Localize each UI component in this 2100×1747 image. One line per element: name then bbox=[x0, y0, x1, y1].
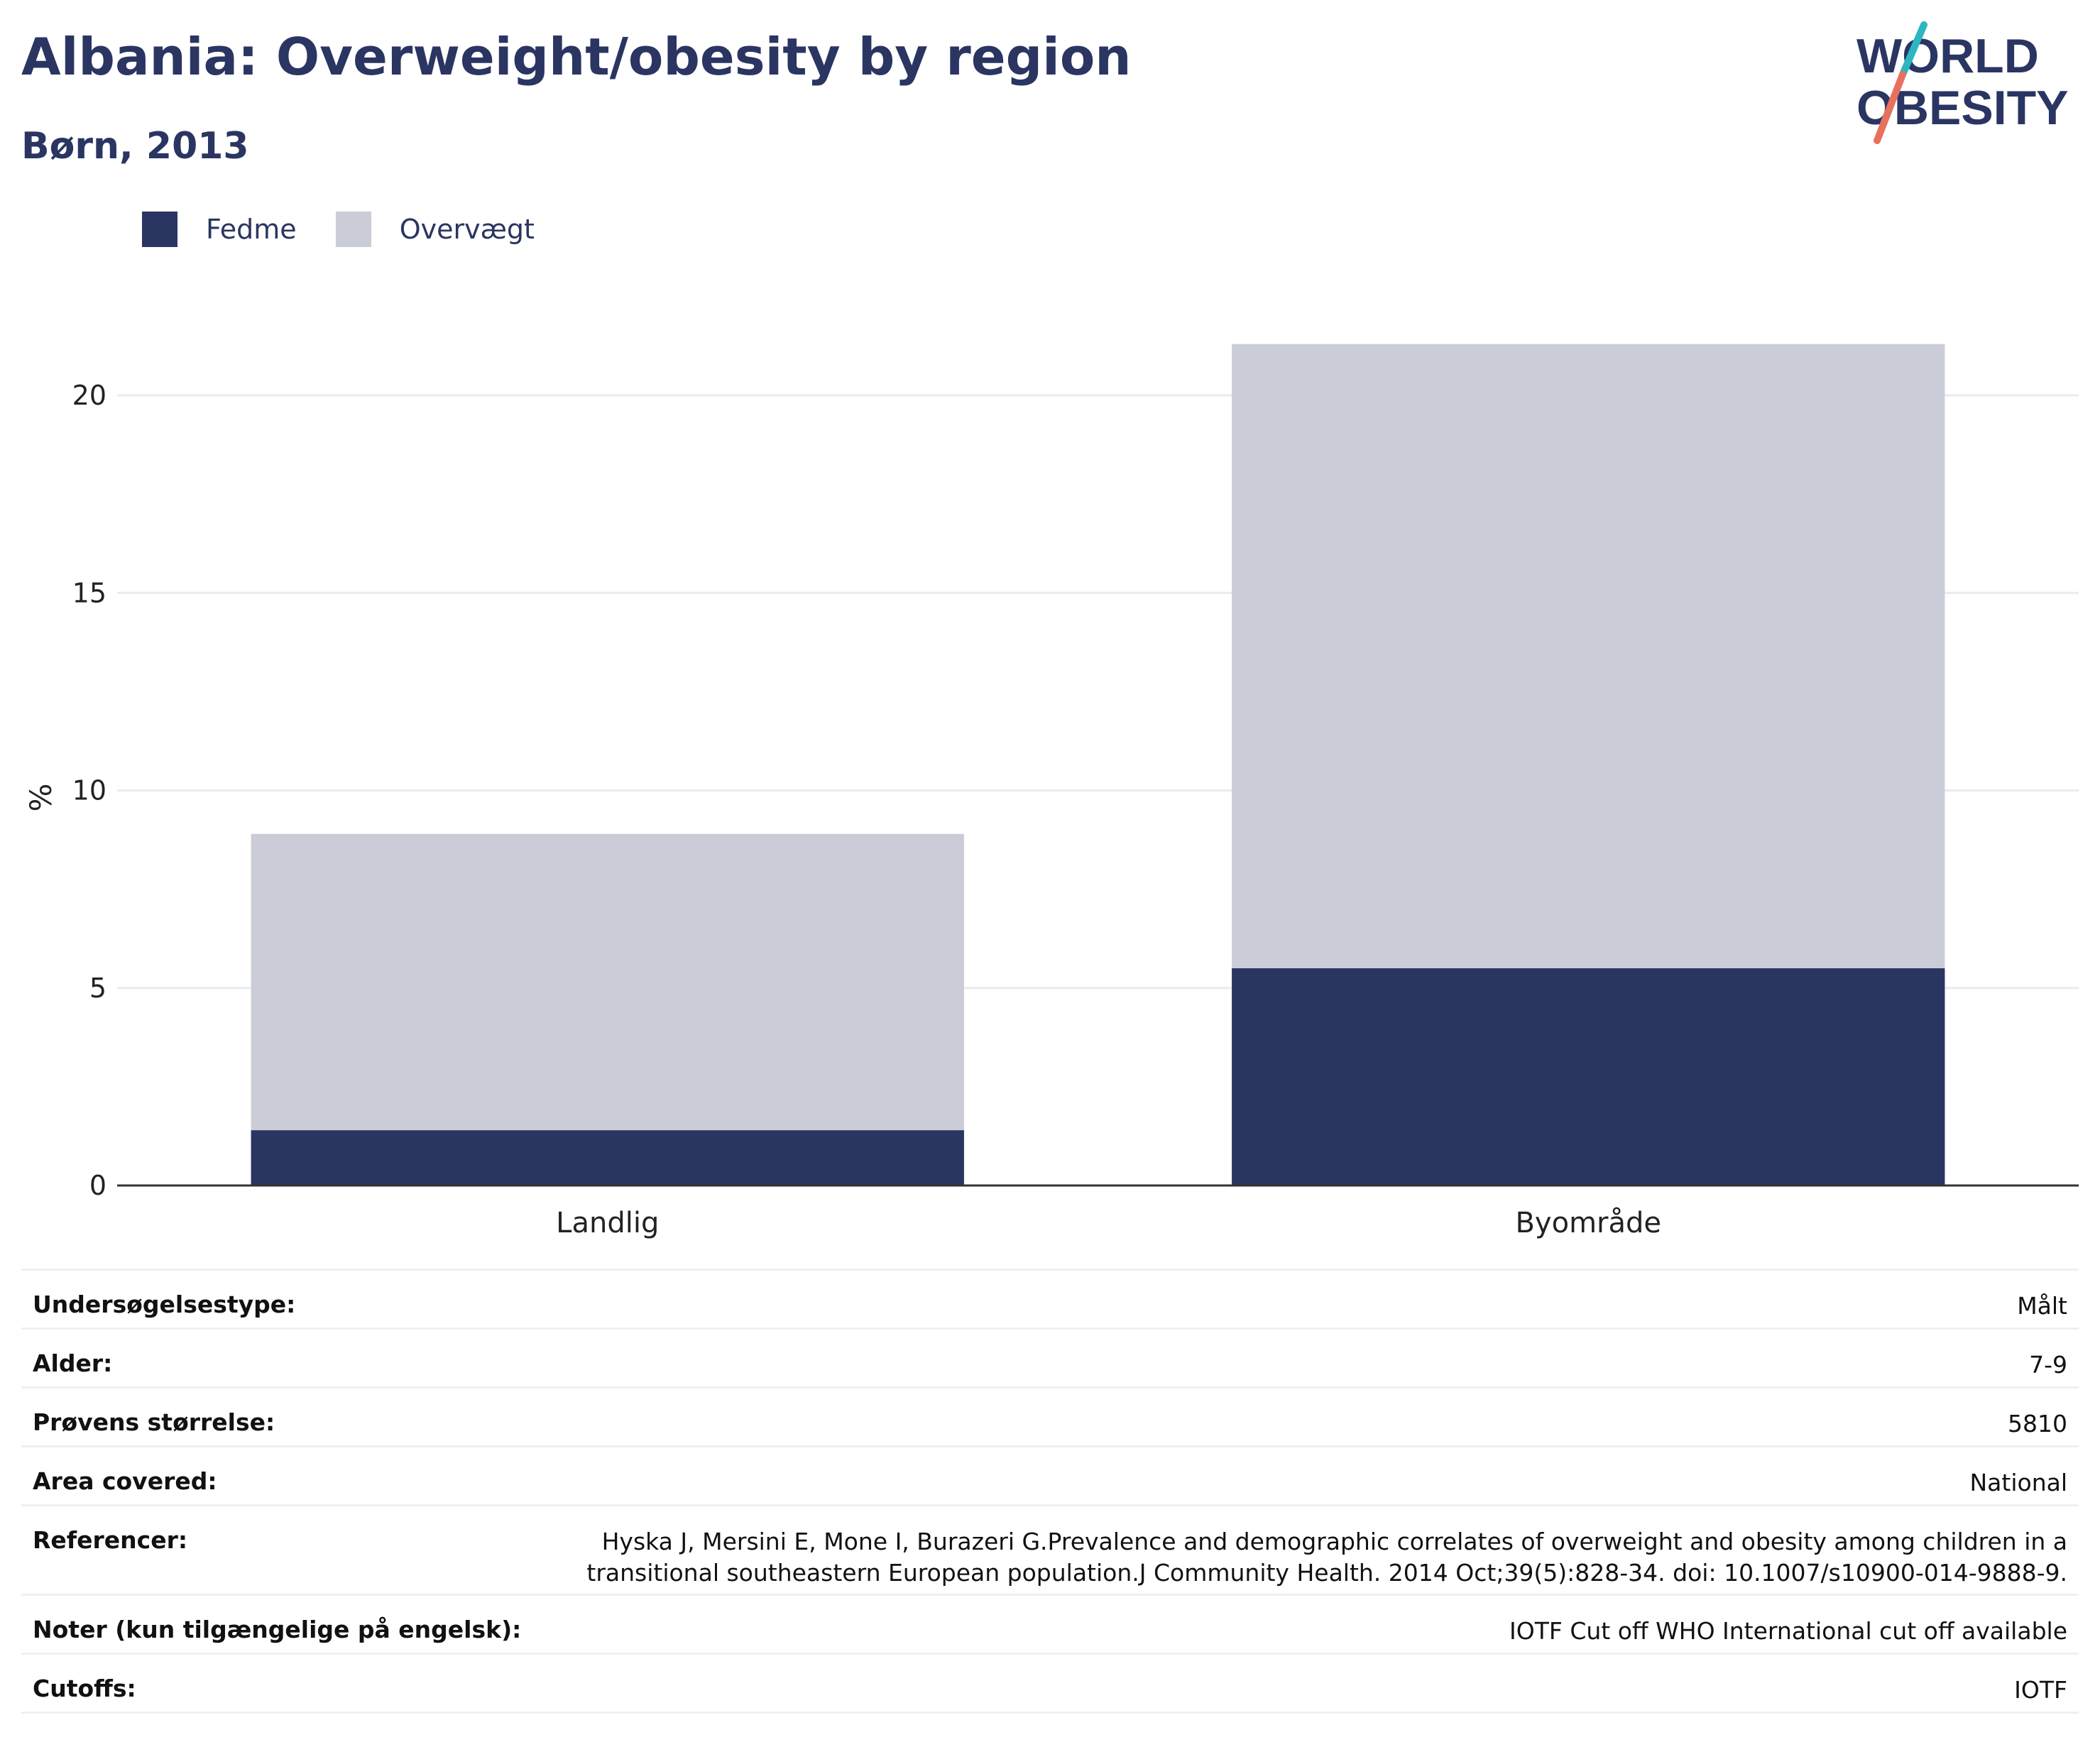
info-label: Noter (kun tilgængelige på engelsk): bbox=[33, 1616, 522, 1643]
world-obesity-logo: WORLD OBESITY bbox=[1856, 21, 2069, 144]
bar-chart: 0 5 10 15 20% Landlig Byområde bbox=[23, 344, 2079, 1239]
info-label: Cutoffs: bbox=[33, 1675, 136, 1702]
legend-label-fedme: Fedme bbox=[206, 214, 297, 245]
info-bottom-rule bbox=[21, 1712, 2079, 1714]
info-row-area-covered: Area covered: National bbox=[21, 1445, 2079, 1504]
legend-item-overvaegt[interactable]: Overvægt bbox=[335, 212, 535, 247]
logo-line-1: WORLD bbox=[1856, 29, 2039, 83]
info-label: Undersøgelsestype: bbox=[33, 1291, 296, 1318]
info-row-notes: Noter (kun tilgængelige på engelsk): IOT… bbox=[21, 1594, 2079, 1653]
legend-item-fedme[interactable]: Fedme bbox=[142, 212, 297, 247]
info-value: 7-9 bbox=[2029, 1351, 2067, 1379]
info-value: Hyska J, Mersini E, Mone I, Burazeri G.P… bbox=[586, 1528, 2067, 1587]
info-label: Referencer: bbox=[33, 1526, 188, 1554]
info-label: Alder: bbox=[33, 1349, 113, 1377]
legend-swatch-overvaegt bbox=[335, 212, 371, 247]
bar-fedme-byomr-de bbox=[1232, 968, 1945, 1185]
legend-label-overvaegt: Overvægt bbox=[399, 214, 535, 245]
info-value: 5810 bbox=[2008, 1410, 2067, 1437]
y-tick-label: 15 bbox=[72, 577, 106, 608]
chart-subtitle: Børn, 2013 bbox=[21, 125, 249, 168]
y-axis-label: % bbox=[23, 784, 58, 812]
logo-slash-bottom bbox=[1874, 71, 1906, 144]
bar-fedme-landlig bbox=[251, 1130, 964, 1185]
logo-slash-top bbox=[1899, 21, 1927, 78]
y-tick-label: 5 bbox=[89, 973, 106, 1004]
bar-overv-gt-landlig bbox=[251, 833, 964, 1131]
info-row-sample-size: Prøvens størrelse: 5810 bbox=[21, 1386, 2079, 1445]
y-tick-label: 0 bbox=[89, 1170, 106, 1201]
bar-overv-gt-byomr-de bbox=[1232, 344, 1945, 968]
info-table: Undersøgelsestype: Målt Alder: 7-9 Prøve… bbox=[21, 1269, 2079, 1714]
info-value: IOTF Cut off WHO International cut off a… bbox=[1509, 1617, 2067, 1645]
x-tick-label: Byområde bbox=[1515, 1207, 1661, 1239]
info-label: Area covered: bbox=[33, 1467, 217, 1495]
info-row-cutoffs: Cutoffs: IOTF bbox=[21, 1653, 2079, 1712]
chart-legend: Fedme Overvægt bbox=[142, 212, 574, 247]
y-tick-label: 10 bbox=[72, 775, 106, 806]
x-tick-label: Landlig bbox=[556, 1207, 659, 1239]
info-value: Målt bbox=[2017, 1292, 2067, 1320]
legend-swatch-fedme bbox=[142, 212, 177, 247]
info-row-references: Referencer: Hyska J, Mersini E, Mone I, … bbox=[21, 1504, 2079, 1594]
info-value: National bbox=[1969, 1469, 2067, 1496]
info-value: IOTF bbox=[2014, 1676, 2067, 1704]
chart-title: Albania: Overweight/obesity by region bbox=[21, 27, 1132, 87]
info-row-survey-type: Undersøgelsestype: Målt bbox=[21, 1269, 2079, 1327]
info-label: Prøvens størrelse: bbox=[33, 1408, 275, 1436]
info-row-age: Alder: 7-9 bbox=[21, 1327, 2079, 1386]
y-tick-label: 20 bbox=[72, 380, 106, 411]
